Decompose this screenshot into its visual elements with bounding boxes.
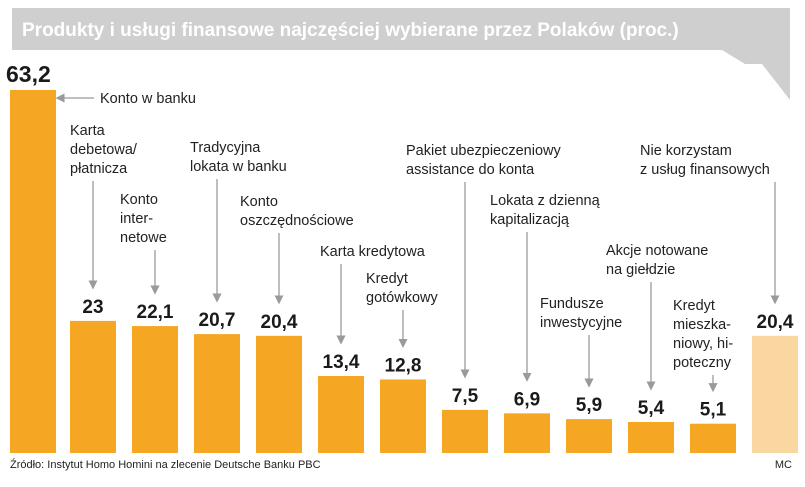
title-banner [12, 8, 790, 100]
bar [380, 379, 426, 453]
source-note: Źródło: Instytut Homo Homini na zlecenie… [10, 458, 321, 471]
value-label: 22,1 [137, 302, 174, 323]
value-label: 6,9 [514, 389, 540, 410]
value-label: 13,4 [323, 352, 360, 373]
credit-note: MC [775, 459, 792, 471]
bar [628, 421, 674, 453]
category-label: Konto w banku [100, 91, 196, 107]
bar [256, 335, 302, 453]
category-label: Kredyt mieszka-niowy, hi-poteczny [673, 298, 733, 371]
bar [194, 334, 240, 453]
category-label: Akcje notowane na giełdzie [606, 243, 708, 278]
category-label: Konto oszczędnościowe [240, 194, 354, 229]
value-label: 20,4 [261, 312, 298, 333]
bar [690, 423, 736, 453]
category-label: Karta kredytowa [320, 244, 426, 260]
value-label: 23 [82, 297, 103, 318]
bar [10, 90, 56, 453]
bar [504, 413, 550, 453]
bar [566, 419, 612, 453]
category-label: Tradycyjna lokata w banku [190, 140, 287, 175]
value-label: 63,2 [6, 61, 51, 87]
bar [318, 376, 364, 453]
value-label: 5,4 [638, 398, 665, 419]
value-label: 20,4 [757, 312, 794, 333]
category-label: Fundusze inwestycyjne [540, 296, 622, 331]
value-label: 7,5 [452, 386, 479, 407]
category-label: Nie korzystam z usług finansowych [640, 143, 770, 178]
category-label: Karta debetowa/płatnicza [70, 123, 138, 177]
value-label: 20,7 [199, 310, 236, 331]
bar [70, 320, 116, 453]
bar [442, 409, 488, 453]
category-label: Pakiet ubezpieczeniowy assistance do kont… [406, 143, 562, 178]
category-label: Lokata z dzienną kapitalizacją [490, 193, 601, 228]
plot-area: 63,2 Konto w banku 23 Karta debetowa/płatnic… [6, 61, 798, 453]
bar [132, 326, 178, 453]
chart-title: Produkty i usługi finansowe najczęściej … [22, 20, 679, 41]
category-label: Kredyt gotówkowy [366, 271, 438, 306]
category-label: Konto inter-netowe [120, 192, 167, 246]
value-label: 12,8 [385, 355, 422, 376]
bar [752, 335, 798, 453]
value-label: 5,1 [700, 400, 727, 421]
value-label: 5,9 [576, 395, 602, 416]
